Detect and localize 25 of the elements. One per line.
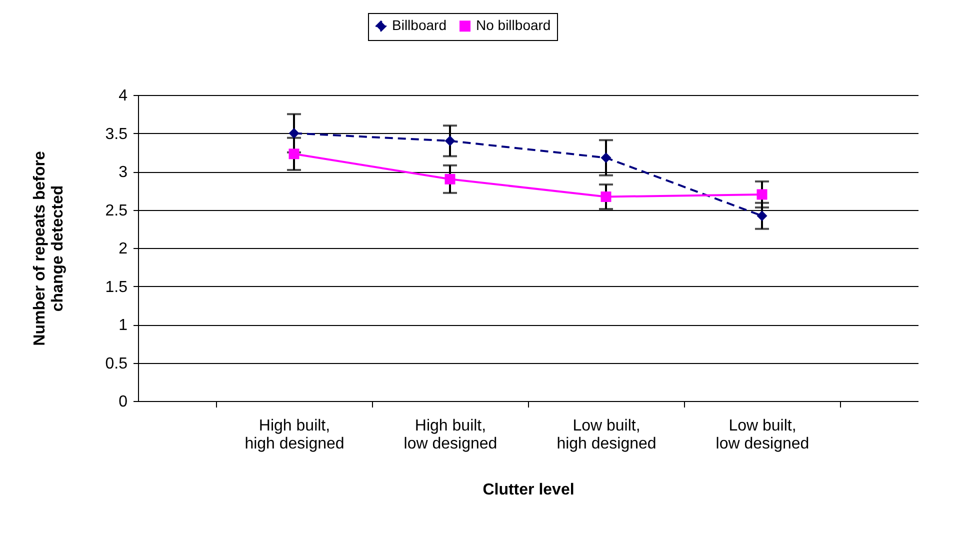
point bbox=[600, 152, 612, 163]
point bbox=[600, 192, 612, 202]
legend-label: No billboard bbox=[476, 17, 551, 34]
x-tick-label: Low built, low designed bbox=[716, 418, 810, 452]
x-tick-label: High built, low designed bbox=[404, 418, 498, 452]
point bbox=[288, 128, 300, 138]
y-tick-label: 4 bbox=[118, 88, 128, 104]
y-tick-label: 2.5 bbox=[105, 202, 128, 220]
y-tick-label: 3 bbox=[118, 164, 128, 181]
x-tick-label: Low built, high designed bbox=[556, 418, 656, 452]
y-tick-label: 1 bbox=[118, 317, 128, 334]
y-tick-label: 2 bbox=[118, 240, 128, 258]
y-tick-label: 0 bbox=[118, 394, 128, 410]
y-tick-label: 1.5 bbox=[105, 278, 128, 296]
point bbox=[756, 189, 768, 200]
point bbox=[444, 174, 456, 184]
point bbox=[288, 148, 300, 160]
legend-label: Billboard bbox=[392, 17, 446, 34]
x-tick-label: High built, high designed bbox=[244, 418, 344, 452]
y-axis-title: Number of repeats before change detected bbox=[31, 151, 66, 346]
y-tick-label: 0.5 bbox=[105, 355, 128, 372]
y-tick-label: 3.5 bbox=[105, 126, 128, 143]
point bbox=[444, 136, 456, 146]
point bbox=[756, 210, 768, 222]
x-axis-title: Clutter level bbox=[482, 482, 574, 498]
